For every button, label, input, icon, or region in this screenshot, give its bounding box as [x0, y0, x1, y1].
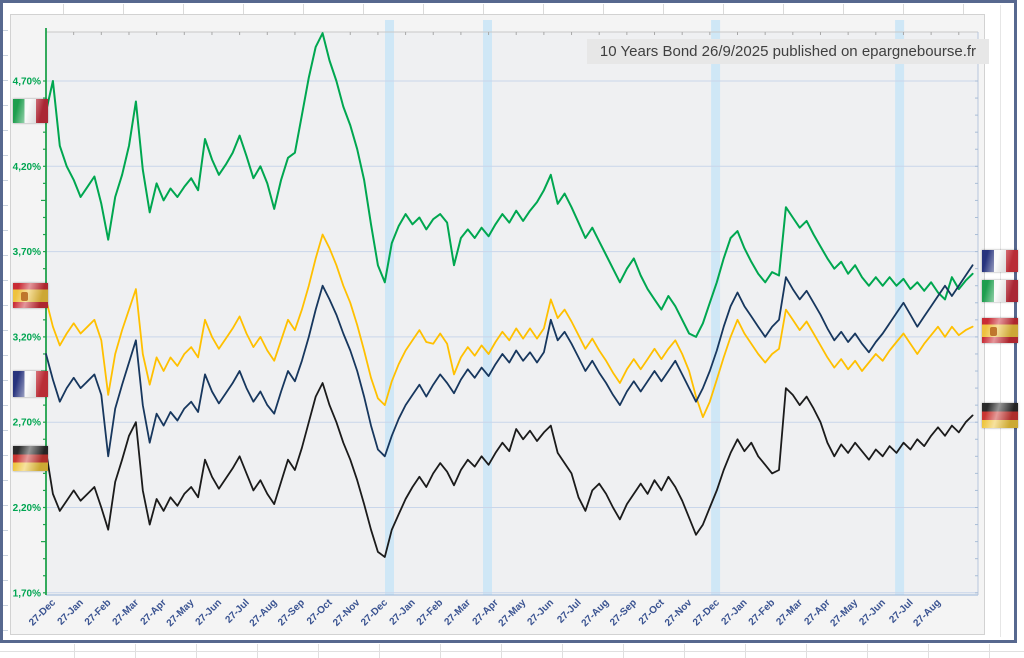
- flag-italy-left-icon: [13, 99, 48, 123]
- highlight-band: [711, 20, 721, 595]
- series-line-italy: [45, 32, 974, 338]
- window-border: [0, 0, 1017, 643]
- series-line-spain: [45, 233, 974, 419]
- chart-title: 10 Years Bond 26/9/2025 published on epa…: [587, 39, 989, 64]
- spreadsheet-column-gridlines-top: [4, 4, 1012, 14]
- flag-germany-left-icon: [13, 446, 48, 471]
- y-tick-label: 3,20%: [13, 332, 41, 343]
- y-tick-label: 2,70%: [13, 418, 41, 429]
- flag-france-right-icon: [982, 250, 1018, 272]
- flag-germany-right-icon: [982, 403, 1018, 428]
- plot-area: [46, 32, 978, 595]
- series-line-germany: [45, 382, 974, 558]
- y-tick-label: 4,20%: [13, 162, 41, 173]
- y-tick-label: 1,70%: [13, 588, 41, 599]
- flag-spain-right-icon: [982, 318, 1018, 343]
- y-tick-label: 3,70%: [13, 247, 41, 258]
- highlight-band: [483, 20, 492, 595]
- highlight-band: [385, 20, 394, 595]
- series-line-france: [45, 264, 974, 458]
- flag-spain-left-icon: [13, 283, 48, 308]
- spreadsheet-row-gridlines-left: [3, 6, 8, 638]
- y-tick-label: 2,20%: [13, 503, 41, 514]
- flag-italy-right-icon: [982, 280, 1018, 302]
- spreadsheet-cells-bottom: [0, 644, 1024, 658]
- flag-france-left-icon: [13, 371, 48, 397]
- y-tick-label: 4,70%: [13, 77, 41, 88]
